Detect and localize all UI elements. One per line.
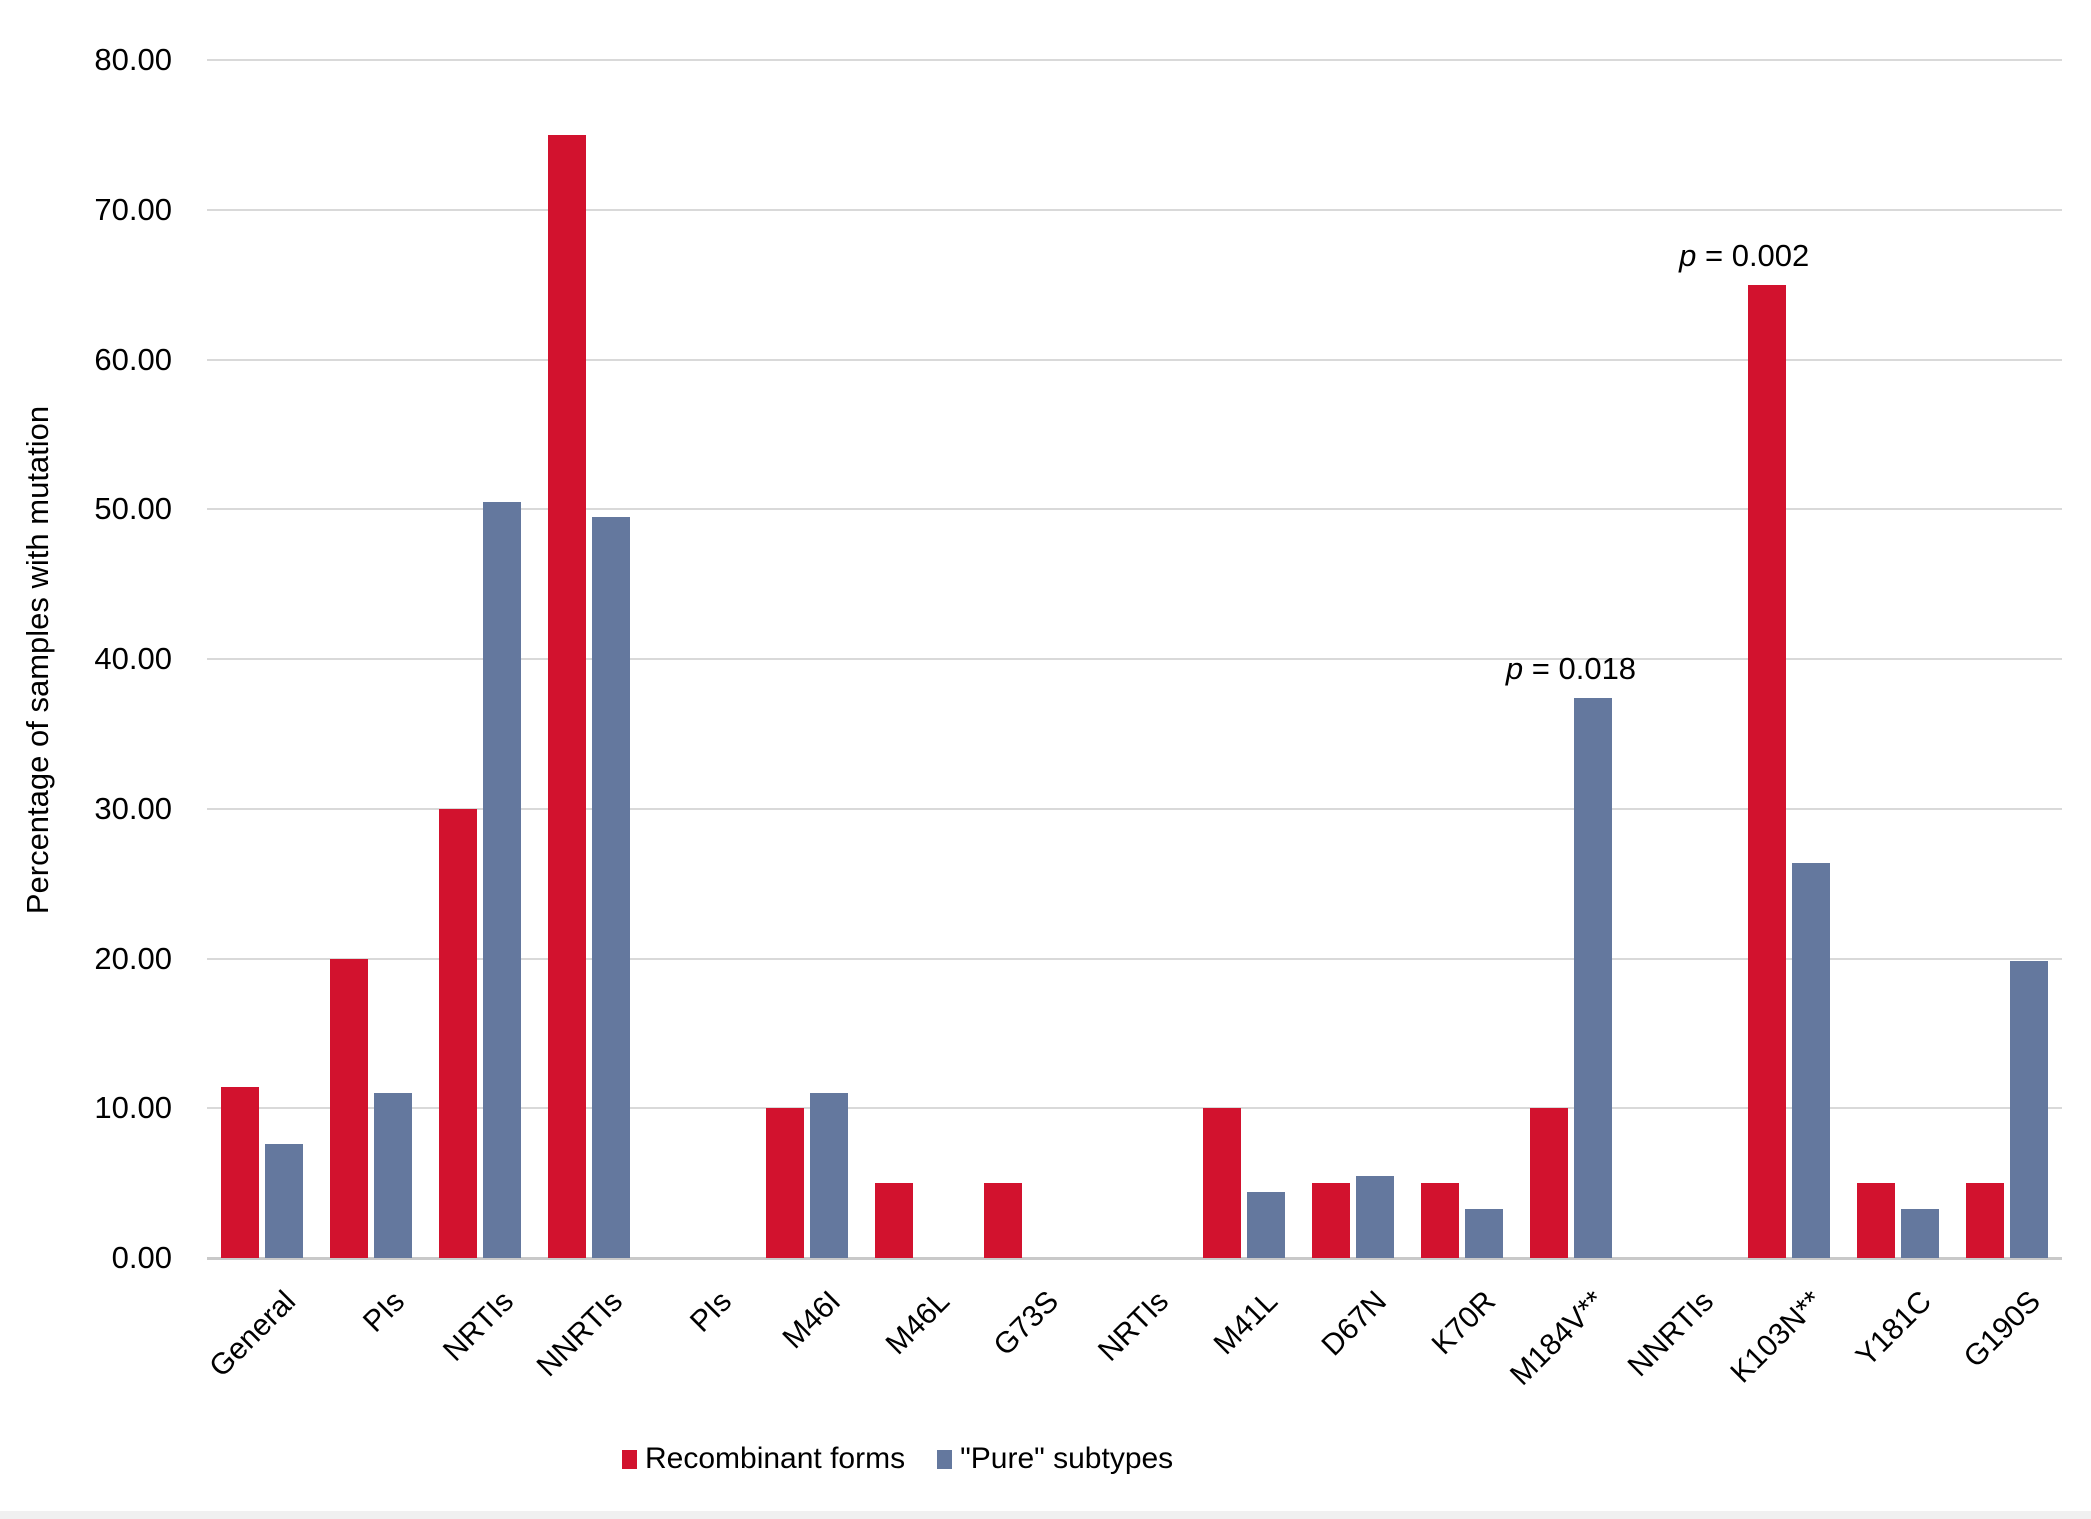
y-tick-label: 60.00 xyxy=(94,341,172,377)
bar-pure-D67N xyxy=(1355,1175,1394,1258)
x-tick-label: D67N xyxy=(1315,1284,1393,1363)
x-tick-label: NNRTIs xyxy=(1621,1284,1721,1384)
p-value-annotation: p = 0.018 xyxy=(1505,650,1637,686)
y-tick-label: 20.00 xyxy=(94,940,172,976)
bar-pure-M184V** xyxy=(1573,697,1612,1258)
p-value-text: = 0.002 xyxy=(1696,237,1810,273)
gridline xyxy=(207,508,2062,511)
bar-recombinant-Y181C xyxy=(1857,1183,1896,1258)
bar-recombinant-K70R xyxy=(1420,1183,1459,1258)
x-tick-label: General xyxy=(202,1284,302,1384)
gridline xyxy=(207,807,2062,810)
x-tick-label: K70R xyxy=(1425,1284,1502,1362)
legend-label-recombinant-forms: Recombinant forms xyxy=(645,1442,906,1475)
x-tick-label: PIs xyxy=(356,1284,411,1339)
bar-recombinant-M46L xyxy=(875,1183,914,1258)
y-tick-label: 70.00 xyxy=(94,191,172,227)
p-value-annotation: p = 0.002 xyxy=(1679,237,1810,273)
bar-recombinant-PIs xyxy=(329,958,368,1258)
bar-recombinant-General xyxy=(220,1087,259,1258)
bar-pure-NNRTIs xyxy=(591,516,630,1258)
bar-pure-G190S xyxy=(2010,961,2049,1258)
y-tick-label: 50.00 xyxy=(94,491,172,527)
gridline xyxy=(207,59,2062,61)
bar-pure-PIs xyxy=(373,1093,412,1258)
legend-label-pure-subtypes: "Pure" subtypes xyxy=(960,1442,1174,1475)
bar-pure-NRTIs xyxy=(482,501,521,1258)
x-tick-label: NNRTIs xyxy=(530,1284,629,1384)
legend-swatch-recombinant-forms xyxy=(622,1449,637,1469)
bar-pure-General xyxy=(264,1144,303,1258)
bar-pure-M46I xyxy=(810,1093,849,1258)
bottom-strip xyxy=(0,1511,2091,1519)
y-tick-label: 10.00 xyxy=(94,1090,172,1126)
bar-recombinant-NNRTIs xyxy=(547,134,586,1258)
legend-item-pure-subtypes: "Pure" subtypes xyxy=(937,1442,1173,1476)
p-value-italic: p xyxy=(1505,650,1524,686)
p-value-text: = 0.018 xyxy=(1523,650,1637,686)
bar-pure-K70R xyxy=(1464,1208,1503,1258)
gridline xyxy=(207,658,2062,660)
bar-recombinant-M184V** xyxy=(1529,1108,1568,1258)
bar-recombinant-K103N** xyxy=(1748,284,1787,1258)
bar-recombinant-G190S xyxy=(1966,1183,2005,1258)
gridline xyxy=(207,1107,2062,1110)
legend-swatch-pure-subtypes xyxy=(937,1449,953,1469)
x-tick-label: M184V** xyxy=(1503,1284,1612,1392)
legend-item-recombinant-forms: Recombinant forms xyxy=(622,1442,905,1476)
y-tick-label: 40.00 xyxy=(94,641,172,676)
gridline xyxy=(207,208,2062,211)
bar-recombinant-NRTIs xyxy=(438,808,477,1258)
bar-pure-M41L xyxy=(1246,1192,1285,1258)
p-value-italic: p xyxy=(1679,237,1697,273)
x-tick-label: NRTIs xyxy=(436,1284,520,1368)
bar-recombinant-G73S xyxy=(984,1183,1023,1258)
gridline xyxy=(207,957,2062,960)
bar-pure-Y181C xyxy=(1901,1208,1940,1258)
y-tick-label: 0.00 xyxy=(111,1240,172,1275)
bar-pure-K103N** xyxy=(1792,862,1831,1258)
gridline xyxy=(207,1257,2062,1260)
bar-recombinant-D67N xyxy=(1311,1183,1350,1258)
y-tick-label: 80.00 xyxy=(94,42,172,77)
bar-recombinant-M46I xyxy=(766,1108,805,1258)
gridline xyxy=(207,358,2062,361)
y-tick-label: 30.00 xyxy=(94,790,172,826)
legend: Recombinant forms "Pure" subtypes xyxy=(622,1442,1173,1476)
bar-recombinant-M41L xyxy=(1202,1108,1241,1258)
